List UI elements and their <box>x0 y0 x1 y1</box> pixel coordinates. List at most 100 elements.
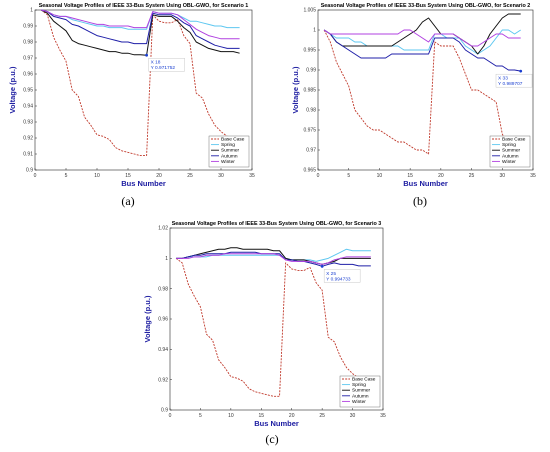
x-tick-label: 30 <box>500 173 506 179</box>
series-line-autumn <box>41 9 240 49</box>
x-tick-label: 15 <box>259 413 265 419</box>
chart-panel-1: Seasonal Voltage Profiles of IEEE 33-Bus… <box>8 3 255 188</box>
chart-panel-2: Seasonal Voltage Profiles of IEEE 33-Bus… <box>291 3 536 188</box>
y-tick-label: 1.02 <box>158 226 168 232</box>
x-tick-label: 35 <box>380 413 386 419</box>
y-tick-label: 0.985 <box>303 88 316 94</box>
legend-label-summer: Summer <box>221 148 240 154</box>
chart-panel-3: Seasonal Voltage Profiles of IEEE 33-Bus… <box>143 221 386 428</box>
panel-caption-3: (c) <box>265 432 278 446</box>
y-tick-label: 0.9 <box>26 168 33 174</box>
chart-title: Seasonal Voltage Profiles of IEEE 33-Bus… <box>172 221 382 227</box>
y-tick-label: 1 <box>165 256 168 262</box>
x-tick-label: 35 <box>530 173 536 179</box>
x-tick-label: 25 <box>187 173 193 179</box>
y-axis-label: Voltage (p.u.) <box>8 66 17 113</box>
series-line-base-case <box>40 9 240 157</box>
y-tick-label: 0.97 <box>306 148 316 154</box>
series-line-summer <box>40 9 240 56</box>
x-tick-label: 30 <box>218 173 224 179</box>
series-line-spring <box>323 29 521 55</box>
legend-label-summer: Summer <box>352 388 371 394</box>
y-tick-label: 0.93 <box>23 120 33 126</box>
x-tick-label: 30 <box>350 413 356 419</box>
panel-caption-1: (a) <box>121 194 134 208</box>
series-line-summer <box>323 13 521 55</box>
x-axis-label: Bus Number <box>254 419 299 428</box>
y-tick-label: 0.98 <box>306 108 316 114</box>
x-axis-label: Bus Number <box>403 179 448 188</box>
y-axis-label: Voltage (p.u.) <box>291 66 300 113</box>
x-tick-label: 20 <box>289 413 295 419</box>
datatip-x: X 18 <box>151 60 161 66</box>
y-tick-label: 0.95 <box>23 88 33 94</box>
datatip-marker <box>145 53 149 57</box>
datatip-box <box>148 57 185 72</box>
x-axis-label: Bus Number <box>121 179 166 188</box>
panel-caption-2: (b) <box>413 194 427 208</box>
series-line-winter <box>176 253 371 265</box>
legend-label-base-case: Base Case <box>352 377 376 383</box>
y-tick-label: 0.97 <box>23 56 33 62</box>
x-tick-label: 10 <box>228 413 234 419</box>
y-tick-label: 0.92 <box>23 136 33 142</box>
y-tick-label: 0.99 <box>23 24 33 30</box>
series-line-spring <box>176 248 371 262</box>
x-tick-label: 10 <box>377 173 383 179</box>
x-tick-label: 5 <box>199 413 202 419</box>
series-line-autumn <box>323 29 521 72</box>
x-tick-label: 25 <box>469 173 475 179</box>
y-tick-label: 0.965 <box>303 168 316 174</box>
legend-label-winter: Winter <box>352 399 366 405</box>
legend-label-autumn: Autumn <box>502 153 519 159</box>
x-tick-label: 0 <box>34 173 37 179</box>
legend-label-base-case: Base Case <box>502 137 526 143</box>
legend-label-spring: Spring <box>221 142 235 148</box>
y-tick-label: 0.91 <box>23 152 33 158</box>
x-tick-label: 20 <box>156 173 162 179</box>
x-tick-label: 0 <box>169 413 172 419</box>
y-axis-label: Voltage (p.u.) <box>143 295 152 342</box>
chart-title: Seasonal Voltage Profiles of IEEE 33-Bus… <box>321 3 531 9</box>
legend-label-spring: Spring <box>352 382 366 388</box>
y-tick-label: 1.005 <box>303 8 316 14</box>
y-tick-label: 1 <box>30 8 33 14</box>
y-tick-label: 0.995 <box>303 48 316 54</box>
y-tick-label: 0.96 <box>23 72 33 78</box>
legend-label-base-case: Base Case <box>221 137 245 143</box>
datatip-box <box>495 73 533 88</box>
datatip-y: Y 0.989707 <box>498 81 523 87</box>
series-line-spring <box>41 9 240 30</box>
datatip-y: Y 0.971752 <box>151 65 176 71</box>
datatip-x: X 33 <box>498 76 508 82</box>
x-tick-label: 0 <box>317 173 320 179</box>
x-tick-label: 5 <box>347 173 350 179</box>
y-tick-label: 0.92 <box>158 377 168 383</box>
x-tick-label: 35 <box>249 173 255 179</box>
legend-label-winter: Winter <box>221 159 235 165</box>
datatip-marker <box>519 69 523 73</box>
x-tick-label: 5 <box>65 173 68 179</box>
x-tick-label: 10 <box>94 173 100 179</box>
y-tick-label: 0.96 <box>158 317 168 323</box>
y-tick-label: 0.975 <box>303 128 316 134</box>
datatip-box <box>323 269 361 283</box>
y-tick-label: 0.98 <box>23 40 33 46</box>
y-tick-label: 0.94 <box>158 347 168 353</box>
datatip-marker <box>320 264 324 268</box>
series-line-winter <box>41 9 240 40</box>
x-tick-label: 15 <box>407 173 413 179</box>
datatip-y: Y 0.994733 <box>326 276 351 282</box>
legend-label-summer: Summer <box>502 148 521 154</box>
legend-label-autumn: Autumn <box>352 393 369 399</box>
y-tick-label: 0.9 <box>161 408 168 414</box>
series-line-winter <box>323 29 521 47</box>
legend-label-spring: Spring <box>502 142 516 148</box>
legend-label-autumn: Autumn <box>221 153 238 159</box>
x-tick-label: 20 <box>438 173 444 179</box>
x-tick-label: 25 <box>319 413 325 419</box>
chart-title: Seasonal Voltage Profiles of IEEE 33-Bus… <box>39 3 249 9</box>
y-tick-label: 0.98 <box>158 286 168 292</box>
legend-label-winter: Winter <box>502 159 516 165</box>
